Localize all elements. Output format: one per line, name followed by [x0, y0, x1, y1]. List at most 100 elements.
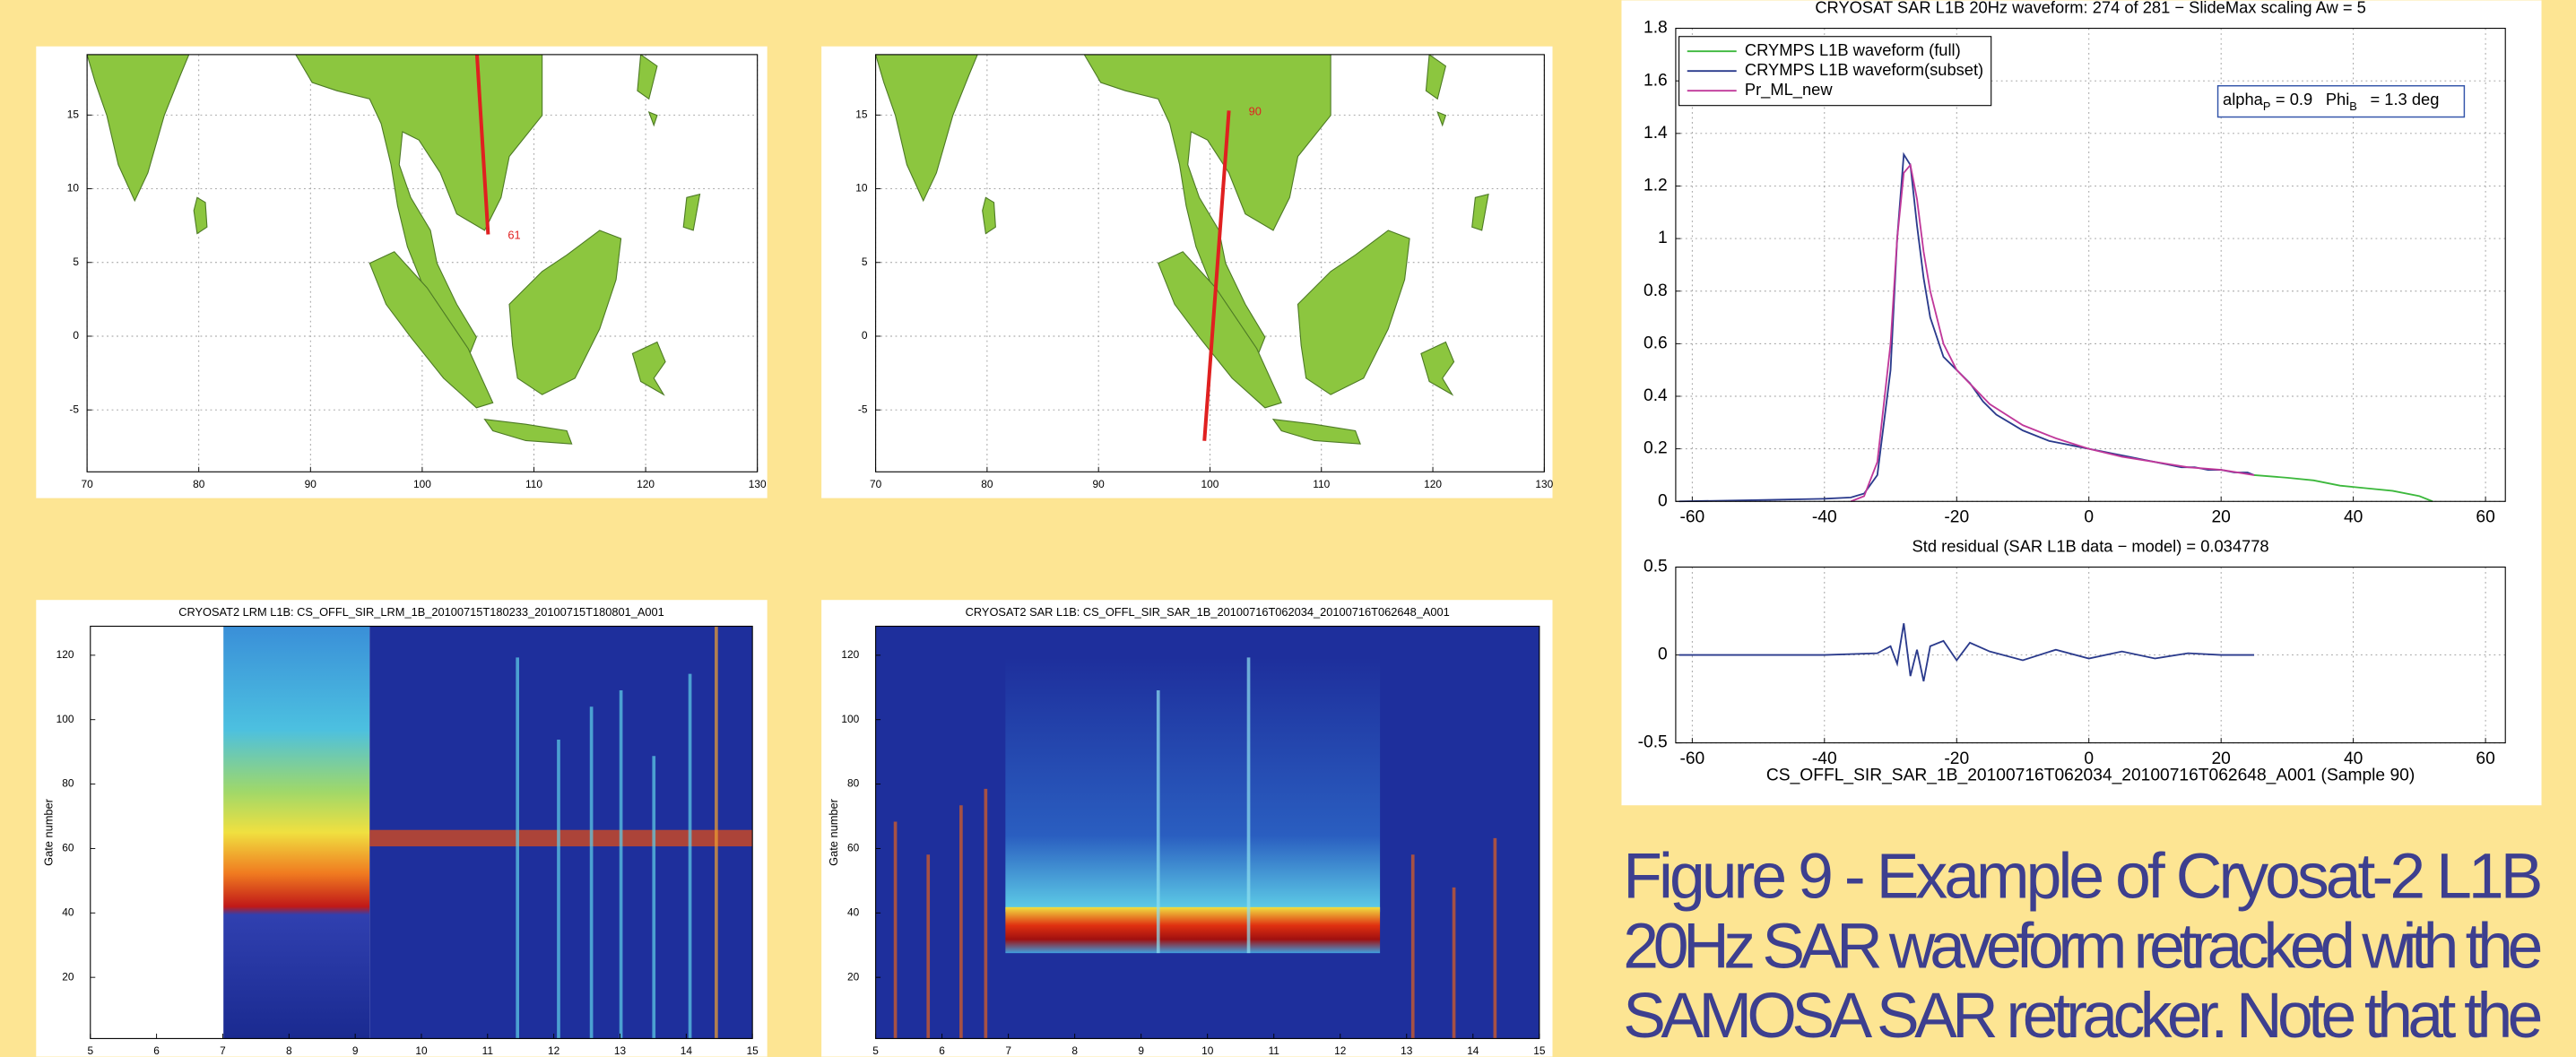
legend-label: Pr_ML_new [1745, 80, 1833, 100]
heatmap-title: CRYOSAT2 LRM L1B: CS_OFFL_SIR_LRM_1B_201… [178, 605, 664, 619]
x-tick-label: 100 [1201, 478, 1219, 490]
y-tick-label: 1.2 [1644, 177, 1668, 195]
caption-line: SAMOSA SAR retracker. Note that the [1623, 980, 2543, 1052]
series-line [1850, 162, 2255, 503]
y-tick-label: 20 [847, 970, 860, 983]
y-tick-label: 15 [855, 108, 868, 120]
x-tick-label: 11 [1269, 1044, 1280, 1057]
x-tick-label: 13 [614, 1044, 627, 1057]
x-tick-label: 90 [1093, 478, 1106, 490]
annotation-part: = 0.9 [2276, 90, 2312, 108]
x-tick-label: 0 [2084, 508, 2094, 527]
x-tick-label: 130 [1535, 478, 1553, 490]
annotation-part: alpha [2223, 90, 2264, 108]
x-tick-label: 14 [1467, 1044, 1479, 1057]
x-tick-label: 70 [81, 478, 93, 490]
waveform-panel [1621, 0, 2542, 806]
x-tick-label: -60 [1679, 508, 1704, 527]
track-label: 61 [507, 229, 520, 242]
chart-title: CRYOSAT SAR L1B 20Hz waveform: 274 of 28… [1815, 0, 2365, 16]
x-tick-label: 10 [1201, 1044, 1214, 1057]
sar-waterfall-image [875, 626, 1540, 1039]
x-tick-label: 0 [2084, 749, 2094, 768]
y-tick-label: -0.5 [1638, 733, 1668, 752]
y-tick-label: 0.6 [1644, 334, 1668, 352]
caption-line: 20Hz SAR waveform retracked with the [1623, 910, 2543, 982]
x-tick-label: -20 [1944, 508, 1969, 527]
x-tick-label: 6 [939, 1044, 945, 1057]
y-tick-label: 0.8 [1644, 282, 1668, 300]
y-tick-label: 15 [67, 108, 80, 120]
y-tick-label: 1.6 [1644, 71, 1668, 90]
y-tick-label: 120 [56, 648, 74, 661]
series-line [1678, 152, 2255, 503]
y-tick-label: 0 [862, 329, 868, 342]
y-tick-label: 5 [73, 256, 79, 268]
x-tick-label: 40 [2344, 508, 2363, 527]
series-line [1678, 623, 2255, 682]
plot-frame [1675, 28, 2506, 502]
x-tick-label: 110 [1313, 478, 1330, 490]
x-tick-label: 90 [305, 478, 317, 490]
legend-label: CRYMPS L1B waveform(subset) [1745, 60, 1983, 79]
caption-line: Figure 9 - Example of Cryosat-2 L1B [1623, 840, 2543, 912]
y-tick-label: 80 [847, 777, 860, 790]
annotation-part: P [2263, 100, 2271, 113]
annotation-part: B [2349, 100, 2357, 113]
x-tick-label: 6 [153, 1044, 160, 1057]
x-tick-label: 60 [2476, 749, 2494, 768]
x-tick-label: 5 [872, 1044, 879, 1057]
x-tick-label: 5 [87, 1044, 93, 1057]
x-axis-label: CS_OFFL_SIR_SAR_1B_20100716T062034_20100… [1766, 766, 2415, 784]
plot-frame [875, 54, 1545, 472]
y-tick-label: -5 [69, 403, 79, 415]
x-tick-label: 80 [193, 478, 205, 490]
caption: Figure 9 - Example of Cryosat-2 L1B20Hz … [1623, 840, 2543, 1052]
x-tick-label: 130 [749, 478, 767, 490]
x-tick-label: 70 [870, 478, 882, 490]
plot-frame [90, 625, 753, 1039]
y-tick-label: 0 [73, 329, 79, 342]
ground-track [1202, 110, 1231, 441]
x-tick-label: 11 [482, 1044, 494, 1057]
y-tick-label: 60 [847, 842, 860, 854]
x-tick-label: 100 [413, 478, 431, 490]
y-tick-label: 5 [862, 256, 868, 268]
y-axis-label: Gate number [41, 798, 55, 866]
x-tick-label: 9 [1138, 1044, 1144, 1057]
chart-title: Std residual (SAR L1B data − model) = 0.… [1912, 536, 2269, 555]
x-tick-label: 12 [548, 1044, 560, 1057]
y-tick-label: 0 [1658, 645, 1668, 664]
annotation: alphaP = 0.9 PhiB = 1.3 deg [2223, 90, 2439, 113]
heatmap-title: CRYOSAT2 SAR L1B: CS_OFFL_SIR_SAR_1B_201… [966, 605, 1450, 619]
x-tick-label: 120 [1424, 478, 1442, 490]
x-tick-label: 110 [525, 478, 542, 490]
x-tick-label: -60 [1679, 749, 1704, 768]
x-tick-label: 60 [2476, 508, 2494, 527]
annotation-part: = 1.3 deg [2371, 90, 2440, 108]
legend-label: CRYMPS L1B waveform (full) [1745, 40, 1961, 59]
y-axis-label: Gate number [827, 798, 840, 866]
plot-frame [875, 625, 1540, 1039]
series-line [2253, 474, 2433, 503]
y-tick-label: 1 [1658, 229, 1668, 247]
x-tick-label: 15 [747, 1044, 759, 1057]
x-tick-label: 40 [2344, 749, 2363, 768]
x-tick-label: 20 [2211, 749, 2230, 768]
ground-track [474, 54, 490, 235]
y-tick-label: 0.5 [1644, 558, 1668, 576]
y-tick-label: 60 [62, 842, 74, 854]
x-tick-label: 13 [1401, 1044, 1413, 1057]
y-tick-label: 100 [841, 713, 859, 725]
y-tick-label: 120 [841, 648, 859, 661]
x-tick-label: 8 [286, 1044, 292, 1057]
annotation-box [2216, 84, 2466, 118]
x-tick-label: 80 [981, 478, 993, 490]
x-tick-label: 20 [2211, 508, 2230, 527]
y-tick-label: 0.4 [1644, 386, 1668, 405]
track-label: 90 [1249, 105, 1262, 118]
y-tick-label: 0 [1658, 491, 1668, 510]
x-tick-label: -40 [1812, 508, 1837, 527]
y-tick-label: 10 [855, 182, 868, 195]
